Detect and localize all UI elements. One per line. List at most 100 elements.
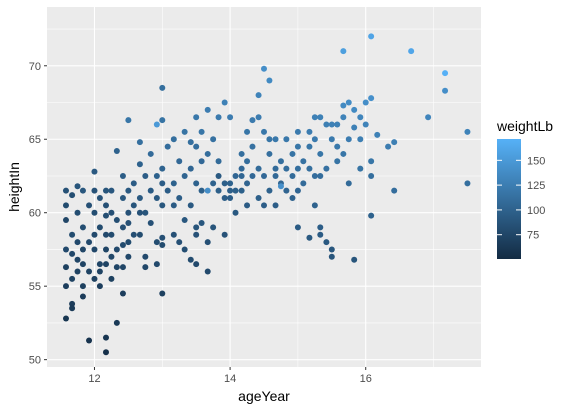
data-point — [238, 172, 245, 179]
data-point — [125, 209, 132, 216]
data-point — [221, 99, 228, 106]
x-axis-ticks: 12 14 16 — [88, 367, 372, 385]
data-point — [306, 128, 313, 135]
data-point — [125, 239, 132, 246]
data-point — [317, 114, 324, 121]
data-point — [227, 114, 234, 121]
data-point — [238, 150, 245, 157]
data-point — [176, 158, 183, 165]
data-point — [113, 319, 120, 326]
data-point — [255, 114, 262, 121]
legend-label: 150 — [527, 155, 545, 167]
data-point — [368, 212, 375, 219]
data-point — [306, 234, 313, 241]
data-point — [69, 305, 76, 312]
data-point — [69, 250, 76, 257]
data-point — [142, 172, 149, 179]
data-point — [102, 212, 109, 219]
data-point — [255, 165, 262, 172]
data-point — [91, 246, 98, 253]
data-point — [193, 114, 200, 121]
data-point — [215, 187, 222, 194]
data-point — [266, 150, 273, 157]
color-legend: weightLb 75 100 125 150 — [496, 118, 553, 259]
data-point — [317, 231, 324, 238]
data-point — [215, 172, 222, 179]
data-point — [159, 290, 166, 297]
data-point — [261, 128, 267, 135]
data-point — [125, 253, 132, 260]
y-axis-ticks: 50 55 60 65 70 — [29, 61, 47, 367]
data-point — [176, 239, 183, 246]
data-point — [351, 256, 358, 263]
data-point — [102, 334, 109, 341]
data-point — [69, 231, 76, 238]
data-point — [153, 261, 160, 268]
data-point — [391, 187, 398, 194]
data-point — [159, 234, 166, 241]
data-point — [294, 187, 301, 194]
data-point — [74, 239, 81, 246]
data-point — [136, 231, 143, 238]
data-point — [294, 224, 301, 231]
plot-panel — [47, 7, 481, 367]
data-point — [136, 139, 143, 146]
data-point — [102, 231, 109, 238]
data-point — [62, 217, 69, 224]
data-point — [357, 165, 364, 172]
data-point — [204, 268, 211, 275]
data-point — [130, 231, 137, 238]
data-point — [227, 195, 234, 202]
data-point — [464, 180, 471, 187]
data-point — [215, 114, 222, 121]
data-point — [232, 172, 239, 179]
data-point — [215, 158, 222, 165]
y-axis-title: heightIn — [6, 162, 22, 212]
data-point — [187, 202, 194, 209]
data-point — [108, 253, 115, 260]
data-point — [113, 148, 120, 154]
data-point — [334, 121, 341, 128]
data-point — [136, 161, 143, 168]
data-point — [159, 84, 166, 91]
data-point — [249, 143, 256, 150]
data-point — [96, 224, 103, 231]
data-point — [170, 180, 177, 187]
y-tick-label: 55 — [29, 281, 41, 293]
data-point — [255, 195, 262, 202]
data-point — [249, 172, 256, 179]
data-point — [294, 165, 301, 172]
data-point — [283, 165, 290, 172]
data-point — [62, 264, 69, 271]
data-point — [91, 209, 98, 216]
data-point — [204, 150, 211, 157]
data-point — [294, 128, 301, 135]
data-point — [113, 264, 120, 271]
data-point — [170, 136, 177, 143]
data-point — [323, 165, 330, 172]
data-point — [317, 224, 324, 231]
data-point — [164, 143, 171, 150]
data-point — [306, 165, 313, 172]
data-point — [153, 172, 160, 179]
data-point — [136, 195, 143, 202]
data-point — [193, 224, 200, 231]
data-point — [255, 92, 262, 99]
data-point — [328, 136, 335, 143]
data-point — [210, 136, 217, 143]
data-point — [113, 217, 120, 224]
data-point — [125, 117, 132, 124]
data-point — [227, 180, 234, 187]
data-point — [232, 209, 239, 216]
data-point — [108, 275, 115, 282]
data-point — [238, 187, 245, 194]
data-point — [289, 172, 296, 179]
data-point — [340, 150, 347, 157]
data-point — [187, 256, 194, 263]
data-point — [368, 158, 375, 165]
data-point — [142, 264, 149, 271]
data-point — [328, 253, 335, 260]
data-point — [204, 239, 211, 246]
data-point — [238, 165, 245, 172]
data-point — [232, 187, 239, 194]
